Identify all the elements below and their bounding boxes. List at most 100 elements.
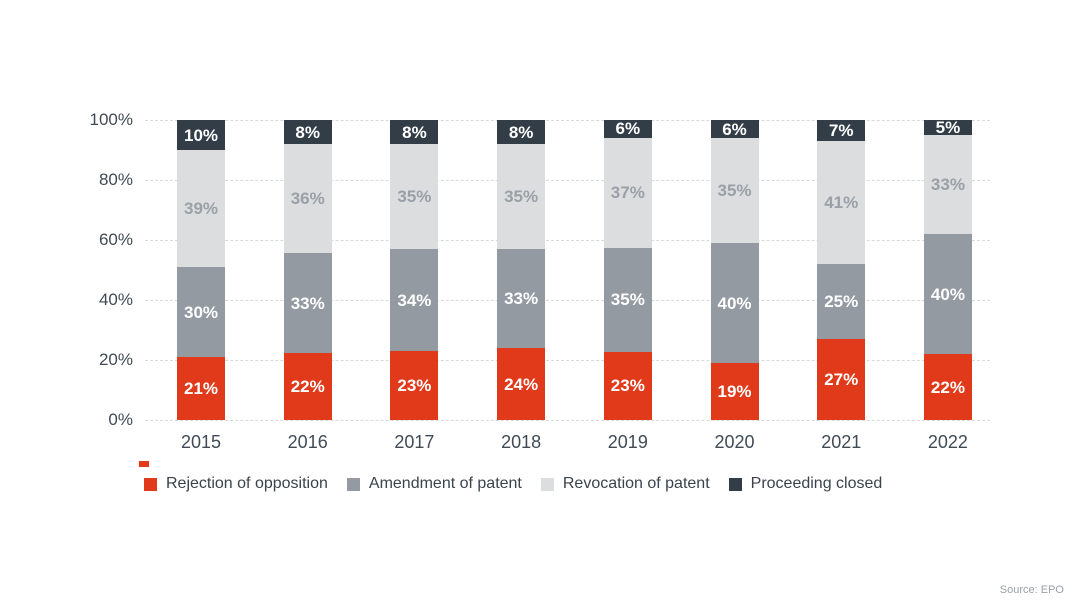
legend-item: Proceeding closed (728, 475, 883, 493)
bar-segment-proceeding-closed: 8% (497, 120, 546, 144)
segment-value-label: 8% (295, 122, 320, 142)
y-tick-label: 20% (98, 350, 133, 369)
gridline (145, 120, 990, 121)
bar-segment-rejection-of-opposition: 24% (497, 348, 546, 420)
legend-swatch (346, 477, 360, 491)
segment-value-label: 19% (717, 382, 752, 401)
source-note: Source: EPO (999, 584, 1064, 596)
bar-segment-rejection-of-opposition: 22% (923, 354, 972, 420)
x-axis-label: 2015 (180, 432, 222, 452)
bar-group: 23% 34% 35% 8% (390, 120, 439, 420)
legend-item: Amendment of patent (346, 475, 522, 493)
segment-value-label: 33% (290, 293, 325, 313)
segment-value-label: 7% (828, 121, 854, 140)
segment-value-label: 6% (722, 119, 747, 139)
bar-segment-amendment-of-patent: 25% (817, 264, 866, 339)
bar-group: 22% 40% 33% 5% (923, 118, 972, 420)
bar-segment-revocation-of-patent: 33% (923, 135, 972, 234)
x-axis: 2015 2016 2017 2018 2019 2020 2021 2022 (145, 432, 990, 453)
segment-value-label: 37% (610, 183, 645, 203)
legend-label: Rejection of opposition (166, 475, 328, 492)
bar-segment-revocation-of-patent: 35% (390, 144, 439, 249)
gridline (145, 420, 990, 421)
x-axis-label: 2019 (607, 432, 648, 452)
bar-segment-revocation-of-patent: 35% (497, 144, 546, 249)
bar-segment-proceeding-closed: 5% (923, 118, 972, 137)
bar-segment-rejection-of-opposition: 23% (603, 351, 652, 420)
y-tick-label: 40% (98, 290, 133, 309)
bar-group: 19% 40% 35% 6% (710, 119, 759, 420)
bar-segment-proceeding-closed: 10% (177, 120, 225, 150)
bar-segment-rejection-of-opposition: 22% (283, 353, 332, 420)
y-tick-label: 0% (108, 410, 133, 429)
gridline (145, 180, 990, 181)
segment-value-label: 8% (402, 122, 427, 142)
legend-item: Rejection of opposition (144, 475, 328, 493)
segment-value-label: 40% (717, 293, 752, 313)
bar-group: 27% 25% 41% 7% (817, 120, 866, 420)
segment-value-label: 24% (504, 374, 539, 394)
segment-value-label: 33% (504, 289, 539, 308)
segment-value-label: 30% (183, 302, 219, 322)
bar-group: 23% 35% 37% 6% (603, 119, 652, 420)
segment-value-label: 35% (717, 181, 752, 200)
bar-segment-rejection-of-opposition: 27% (817, 339, 866, 420)
segment-value-label: 23% (610, 376, 645, 396)
segment-value-label: 22% (290, 377, 325, 397)
segment-value-label: 35% (504, 187, 539, 206)
bar-segment-proceeding-closed: 6% (710, 119, 759, 139)
bar-segment-amendment-of-patent: 33% (283, 253, 332, 354)
x-axis-label: 2021 (821, 432, 862, 452)
gridline (145, 360, 990, 361)
gridline (145, 240, 990, 241)
x-axis-label: 2016 (287, 432, 328, 452)
segment-value-label: 39% (183, 199, 219, 218)
y-tick-label: 80% (98, 170, 133, 189)
segment-value-label: 40% (930, 284, 965, 304)
legend: Rejection of opposition Amendment of pate… (144, 475, 882, 493)
bar-segment-revocation-of-patent: 41% (817, 141, 866, 264)
gridline (145, 300, 990, 301)
bar-segment-proceeding-closed: 8% (283, 120, 332, 145)
x-axis-label: 2017 (394, 432, 435, 452)
bar-segment-proceeding-closed: 8% (390, 120, 439, 144)
bar-segment-rejection-of-opposition: 19% (710, 363, 759, 420)
bar-segment-revocation-of-patent: 36% (283, 144, 332, 254)
segment-value-label: 25% (824, 292, 859, 311)
bar-group: 24% 33% 35% 8% (497, 120, 546, 420)
bar-group: 21% 30% 39% 10% (177, 120, 225, 420)
segment-value-label: 35% (397, 187, 432, 206)
bar-segment-amendment-of-patent: 33% (497, 249, 546, 348)
bar-segment-amendment-of-patent: 34% (390, 249, 439, 351)
legend-item: Revocation of patent (540, 475, 710, 493)
small-red-mark (139, 461, 149, 467)
x-axis-label: 2020 (714, 432, 755, 452)
legend-label: Amendment of patent (368, 475, 522, 492)
segment-value-label: 5% (935, 118, 961, 137)
bar-segment-amendment-of-patent: 40% (923, 234, 972, 354)
segment-value-label: 10% (183, 125, 219, 145)
x-axis-label: 2018 (501, 432, 542, 452)
bar-segment-proceeding-closed: 7% (817, 120, 866, 141)
bar-segment-amendment-of-patent: 30% (177, 267, 225, 357)
segment-value-label: 22% (930, 377, 965, 397)
bar-segment-proceeding-closed: 6% (603, 119, 652, 139)
legend-label: Revocation of patent (562, 475, 710, 492)
bar-segment-amendment-of-patent: 40% (710, 243, 759, 363)
bar-segment-revocation-of-patent: 37% (603, 137, 652, 248)
legend-label: Proceeding closed (750, 475, 883, 492)
legend-swatch (540, 477, 554, 491)
bar-segment-rejection-of-opposition: 21% (177, 357, 225, 420)
segment-value-label: 8% (508, 122, 534, 142)
bar-segment-amendment-of-patent: 35% (603, 247, 652, 352)
segment-value-label: 33% (930, 175, 965, 194)
segment-value-label: 6% (615, 119, 641, 139)
y-tick-label: 60% (98, 230, 133, 249)
legend-swatch (144, 477, 157, 491)
bar-segment-revocation-of-patent: 39% (177, 150, 225, 267)
segment-value-label: 23% (397, 376, 432, 395)
segment-value-label: 27% (824, 370, 859, 389)
segment-value-label: 41% (824, 193, 859, 212)
segment-value-label: 36% (290, 189, 325, 209)
